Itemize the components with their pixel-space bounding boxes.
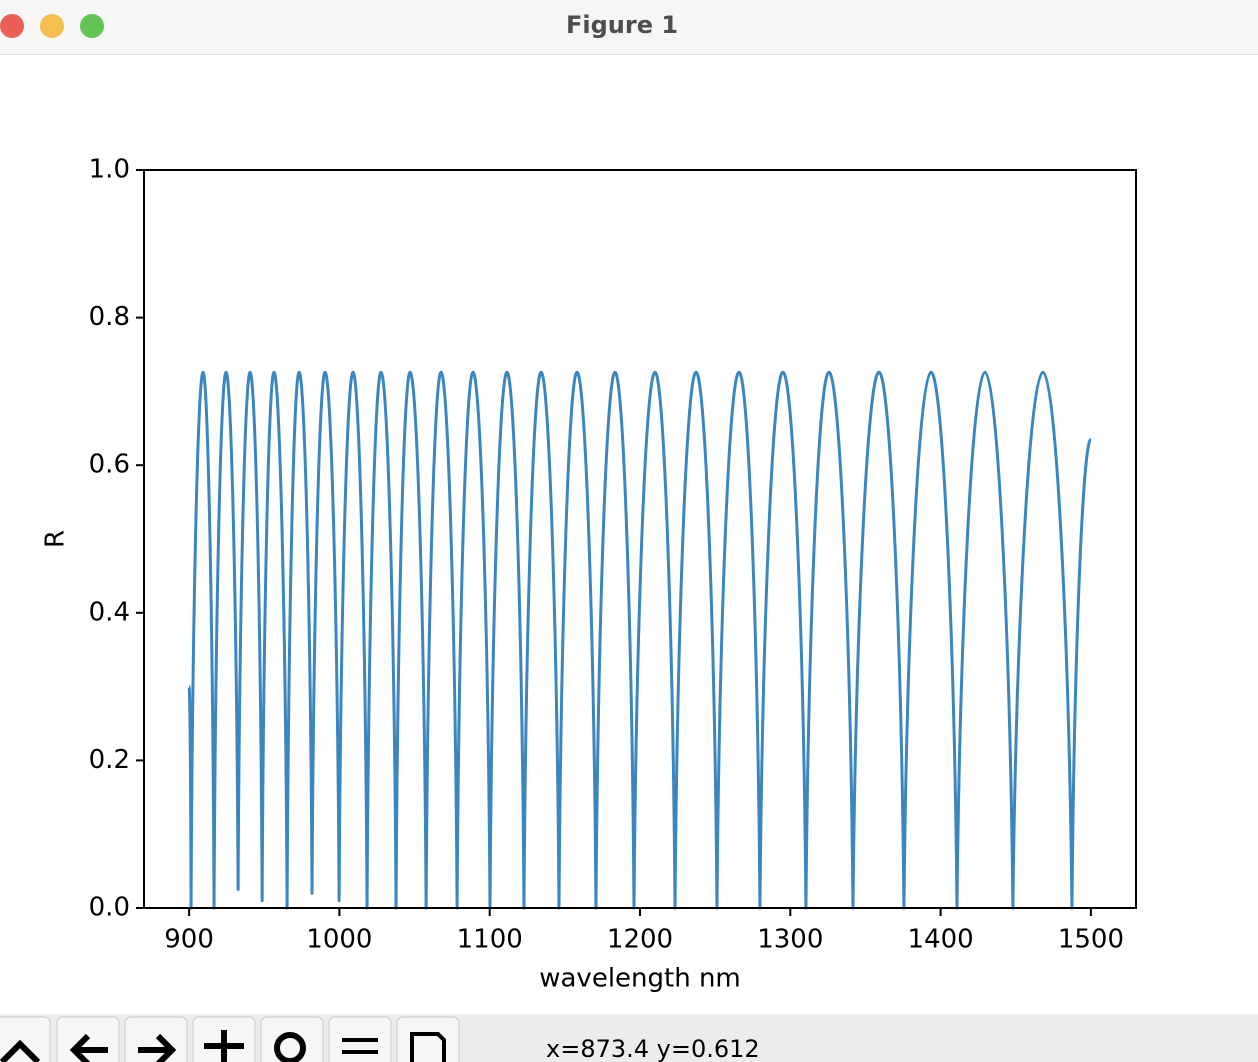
y-tick-label: 0.8 [89,302,130,332]
y-tick-label: 0.2 [89,745,130,775]
forward-button[interactable] [124,1016,188,1062]
zoom-rect-button[interactable] [260,1016,324,1062]
x-tick-label: 1100 [457,925,523,955]
x-tick-label: 1000 [306,925,372,955]
y-tick-label: 0.4 [89,597,130,627]
home-icon [0,1039,41,1062]
configure-icon [342,1038,378,1054]
axes-frame [143,169,1137,909]
x-tick-label: 1400 [908,925,974,955]
save-icon [410,1032,446,1062]
x-tick-label: 1200 [607,925,673,955]
forward-icon [138,1033,177,1062]
minimize-button[interactable] [40,14,64,38]
y-axis-label: R [41,530,71,548]
y-tick-label: 0.0 [89,893,130,923]
x-tick-label: 1500 [1058,925,1124,955]
y-tick-label: 1.0 [89,155,130,185]
pan-icon [204,1030,244,1062]
window-title: Figure 1 [566,11,678,39]
zoom-icon [274,1032,306,1062]
toolbar-icons [0,1030,446,1062]
back-icon [69,1033,108,1062]
toolbar-buttons [0,1016,460,1062]
plot: 900 1000 1100 1200 1300 1400 1500 0.0 0.2 0.4 0.6 0… [89,155,1124,955]
y-tick-label: 0.6 [89,450,130,480]
data-line [187,370,1093,910]
x-axis-label: wavelength nm [539,964,741,994]
title-bar [0,0,1258,54]
save-button[interactable] [396,1016,460,1062]
x-tick-label: 900 [164,925,214,955]
close-button[interactable] [0,14,24,38]
zoom-button[interactable] [80,14,104,38]
status-text: x=873.4 y=0.612 [546,1035,760,1062]
x-tick-label: 1300 [757,925,823,955]
